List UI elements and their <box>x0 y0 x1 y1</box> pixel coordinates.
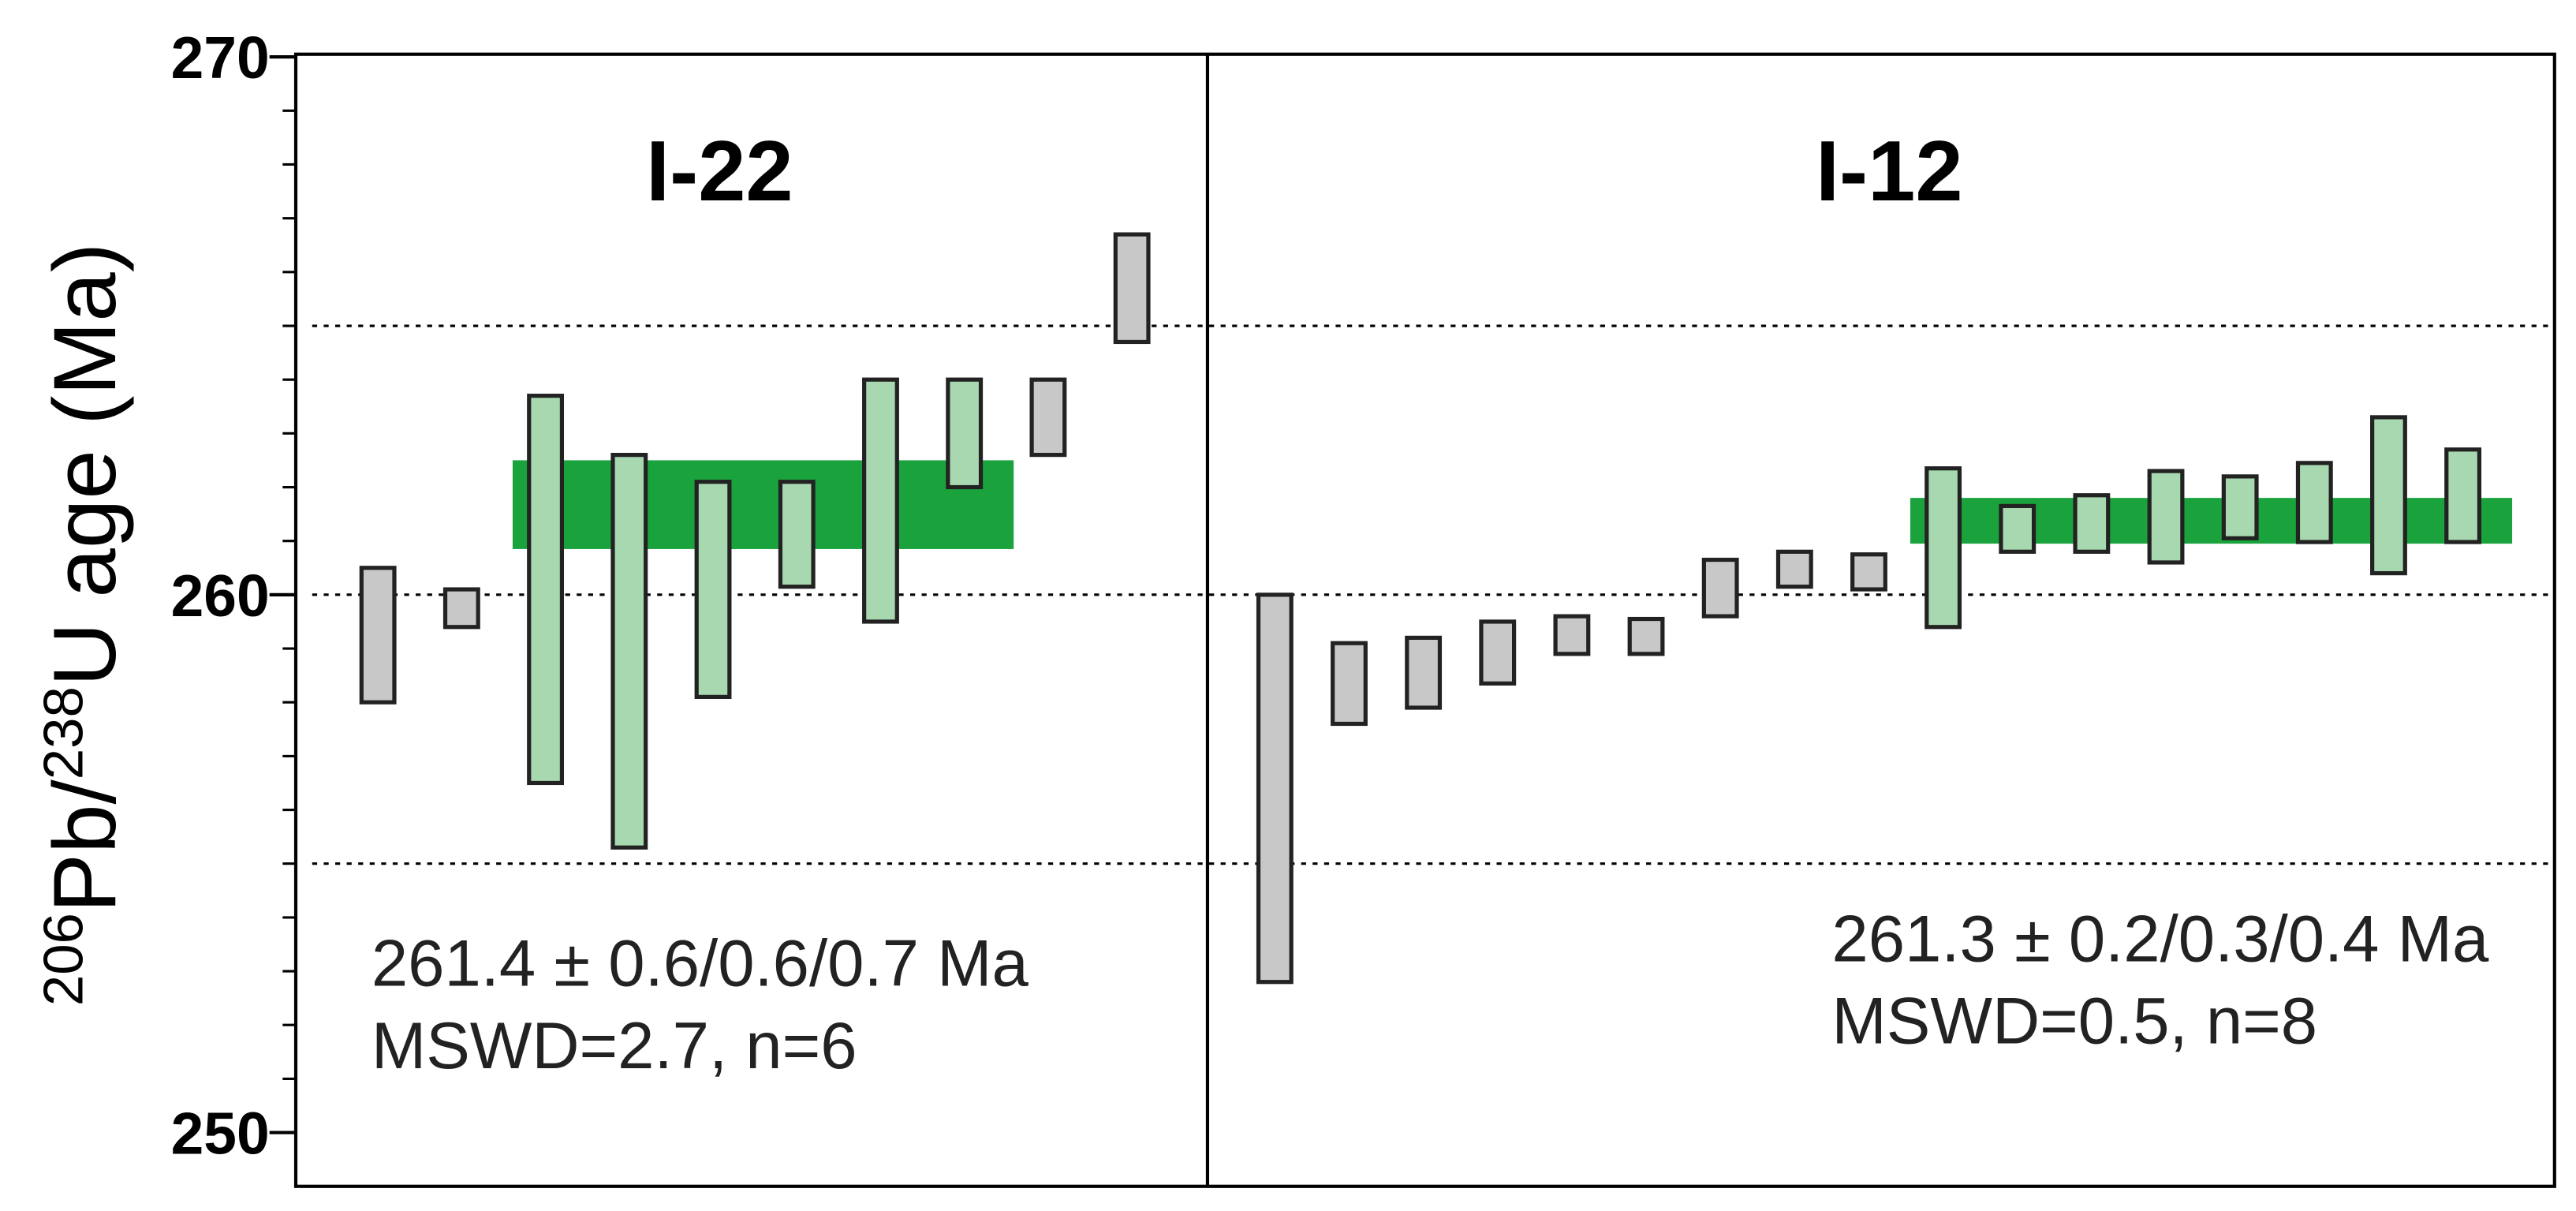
mean-band <box>512 460 1014 549</box>
y-tick-label: 260 <box>171 563 270 629</box>
age-box <box>442 587 480 630</box>
age-box <box>1331 641 1368 727</box>
annotation: 261.3 ± 0.2/0.3/0.4 Ma <box>1831 902 2489 975</box>
age-box <box>2147 469 2185 565</box>
age-box <box>862 377 899 624</box>
annotation: 261.4 ± 0.6/0.6/0.7 Ma <box>371 927 1029 1000</box>
annotation: MSWD=0.5, n=8 <box>1831 985 2317 1058</box>
age-box <box>1701 557 1739 619</box>
y-label-sup: 238 <box>32 686 95 779</box>
age-box <box>946 377 984 490</box>
age-box <box>2073 493 2111 554</box>
age-box <box>2295 461 2333 544</box>
y-tick-label: 250 <box>171 1101 270 1167</box>
y-tick-label: 270 <box>171 24 270 91</box>
age-box <box>2444 447 2482 544</box>
panel-title: I-22 <box>646 123 793 219</box>
y-label-text: U age (Ma) <box>35 243 134 686</box>
age-box <box>1999 503 2037 554</box>
age-box <box>2370 415 2407 576</box>
y-label-sup: 206 <box>32 913 95 1006</box>
annotation: MSWD=2.7, n=6 <box>371 1009 857 1082</box>
age-box <box>1405 635 1443 710</box>
y-axis-label: 206Pb/238U age (Ma) <box>32 243 134 1006</box>
age-box <box>1553 614 1591 656</box>
age-box <box>2221 474 2259 540</box>
age-box <box>1775 549 1813 589</box>
age-box <box>610 453 648 850</box>
age-box <box>1113 232 1151 345</box>
panel-title: I-12 <box>1816 123 1963 219</box>
age-box <box>1925 466 1962 630</box>
plot-frame <box>293 52 2556 1188</box>
age-box <box>1479 619 1517 686</box>
age-box <box>359 566 397 705</box>
age-box <box>778 480 816 589</box>
age-box <box>1627 616 1665 656</box>
age-box <box>694 480 732 699</box>
age-box <box>1850 552 1887 592</box>
y-label-text: Pb/ <box>35 779 134 914</box>
age-box <box>527 394 565 786</box>
age-box <box>1256 592 1294 985</box>
age-box <box>1029 377 1067 458</box>
